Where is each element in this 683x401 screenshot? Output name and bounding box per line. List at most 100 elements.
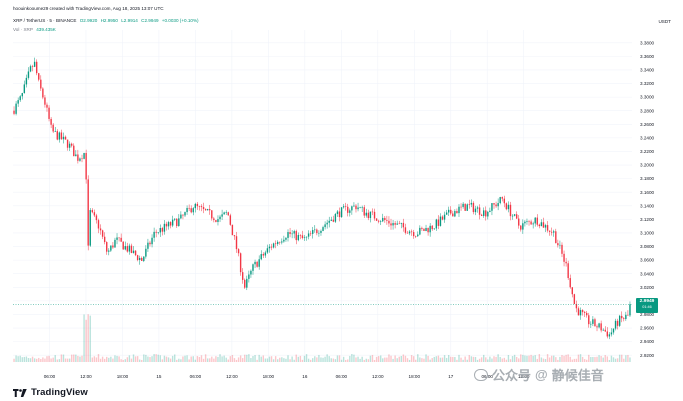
candle-body: [58, 132, 61, 140]
volume-bar: [106, 356, 108, 362]
candle-body: [324, 224, 326, 228]
volume-bar: [392, 358, 394, 362]
volume-bar: [513, 354, 516, 362]
candle-body: [392, 223, 394, 226]
volume-bar: [239, 355, 242, 362]
currency-label[interactable]: USDT: [658, 19, 671, 24]
volume-bar: [406, 358, 409, 362]
time-axis[interactable]: 06:00 12:00 18:00 15 06:00 12:00 18:00 16 06:00 1…: [44, 374, 530, 379]
candle-body: [95, 215, 98, 221]
volume-bar: [380, 355, 382, 362]
price-tick-label: 3.3800: [640, 40, 654, 45]
volume-label[interactable]: Vol · XRP: [13, 27, 33, 32]
candle-body: [13, 110, 15, 114]
volume-bar: [606, 356, 609, 362]
volume-bar: [48, 355, 50, 362]
candle-body: [145, 248, 147, 257]
volume-bar: [186, 355, 188, 362]
volume-bar: [491, 358, 493, 362]
volume-bar: [130, 358, 133, 362]
candle-body: [318, 232, 320, 234]
volume-legend[interactable]: Vol · XRP 439.435K: [13, 27, 58, 33]
candle-body: [557, 243, 559, 246]
candle-body: [118, 237, 120, 239]
volume-bar: [190, 356, 192, 362]
volume-bar: [316, 357, 318, 362]
volume-bar: [577, 354, 580, 362]
volume-bar: [299, 355, 302, 362]
candle-body: [44, 97, 46, 105]
candle-body: [169, 222, 172, 226]
volume-bar: [110, 356, 112, 362]
volume-bar: [511, 356, 514, 362]
volume-bar: [614, 358, 617, 362]
volume-bar: [450, 356, 452, 362]
candle-body: [272, 243, 275, 248]
volume-bar: [225, 357, 227, 362]
candle-body: [328, 220, 330, 223]
volume-bar: [46, 356, 48, 362]
volume-bar: [285, 358, 287, 362]
volume-bar: [248, 354, 250, 362]
volume-bar: [466, 359, 468, 362]
volume-bar: [417, 354, 419, 362]
candle-body: [75, 154, 77, 157]
tradingview-branding[interactable]: TradingView: [13, 387, 88, 398]
volume-bar: [231, 354, 234, 362]
volume-bar: [279, 357, 281, 362]
candle-body: [441, 216, 444, 220]
volume-bar: [621, 354, 623, 362]
volume-bar: [625, 355, 627, 362]
price-tick-label: 2.9200: [640, 353, 654, 358]
volume-bar: [456, 359, 458, 362]
candle-body: [25, 77, 28, 85]
volume-bar: [476, 359, 479, 362]
ohlc-legend[interactable]: XRP / TetherUS · 5 · BINANCE O2.9920 H2.…: [13, 18, 201, 24]
volume-bar: [266, 358, 269, 362]
candle-body: [417, 234, 419, 237]
candle-body: [511, 215, 514, 217]
candle-body: [126, 246, 129, 252]
candle-body: [594, 319, 596, 327]
volume-bar: [579, 354, 582, 362]
candle-body: [93, 212, 96, 216]
candle-body: [606, 331, 609, 337]
candle-body: [279, 241, 281, 243]
candle-body: [209, 209, 211, 211]
candle-body: [151, 237, 153, 245]
volume-bar: [202, 358, 205, 362]
volume-bar: [114, 355, 116, 362]
candle-body: [204, 209, 207, 211]
volume-bar: [322, 357, 324, 362]
candle-body: [239, 253, 242, 273]
volume-bar: [312, 358, 314, 362]
price-tick-label: 3.1200: [640, 217, 654, 222]
symbol-label[interactable]: XRP / TetherUS · 5 · BINANCE: [13, 18, 77, 23]
volume-bar: [390, 355, 392, 362]
volume-bar: [553, 355, 555, 362]
candle-body: [497, 203, 499, 207]
candle-body: [97, 220, 100, 229]
volume-bar: [42, 357, 44, 362]
candle-body: [108, 250, 110, 252]
volume-bar: [355, 357, 357, 362]
volume-bar: [598, 355, 600, 362]
candle-body: [540, 222, 543, 227]
candle-body: [87, 179, 89, 246]
candle-body: [431, 225, 433, 230]
volume-bar: [575, 358, 578, 362]
price-axis[interactable]: 3.3800 3.3600 3.3400 3.3200 3.3000 3.2800 3.26…: [640, 40, 654, 357]
volume-bar: [307, 358, 310, 362]
candle-body: [433, 228, 435, 230]
volume-bar: [93, 356, 96, 362]
volume-bar: [495, 356, 497, 362]
candle-body: [363, 207, 365, 216]
volume-bar: [528, 355, 530, 362]
volume-bar: [489, 356, 491, 362]
candle-body: [602, 329, 604, 331]
volume-bar: [384, 357, 386, 362]
candle-body: [579, 310, 582, 316]
candle-body: [577, 308, 580, 316]
volume-bar: [363, 359, 365, 362]
